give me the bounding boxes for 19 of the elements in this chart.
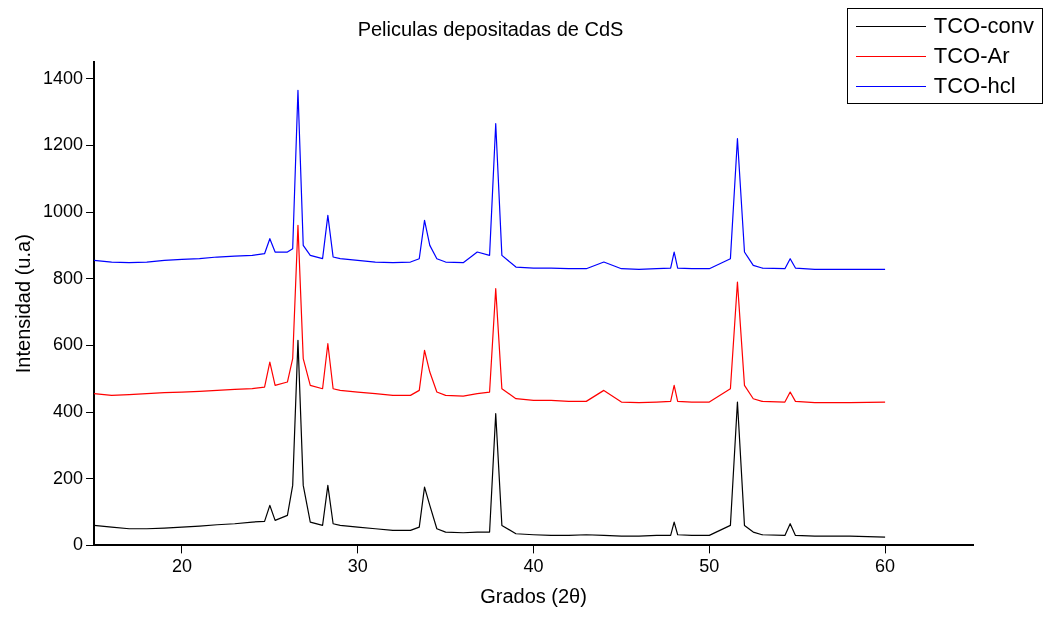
x-tick-label: 50 bbox=[699, 556, 720, 577]
x-tick-label: 60 bbox=[875, 556, 896, 577]
legend-label: TCO-hcl bbox=[933, 72, 1016, 100]
y-tick-label: 400 bbox=[53, 401, 84, 422]
x-tick-label: 30 bbox=[347, 556, 368, 577]
y-tick-label: 0 bbox=[73, 534, 84, 555]
legend-label: TCO-Ar bbox=[933, 42, 1010, 70]
y-axis-title: Intensidad (u.a) bbox=[11, 234, 34, 374]
y-tick-label: 1000 bbox=[43, 200, 84, 221]
y-tick-label: 600 bbox=[53, 334, 84, 355]
x-axis-title: Grados (2θ) bbox=[480, 584, 587, 607]
legend-label: TCO-conv bbox=[933, 12, 1034, 40]
y-tick-label: 200 bbox=[53, 467, 84, 488]
x-tick-label: 20 bbox=[171, 556, 192, 577]
chart-title: Peliculas depositadas de CdS bbox=[357, 17, 624, 40]
y-tick-label: 800 bbox=[53, 267, 84, 288]
y-tick-label: 1200 bbox=[43, 134, 84, 155]
y-tick-label: 1400 bbox=[43, 67, 84, 88]
x-tick-label: 40 bbox=[523, 556, 544, 577]
